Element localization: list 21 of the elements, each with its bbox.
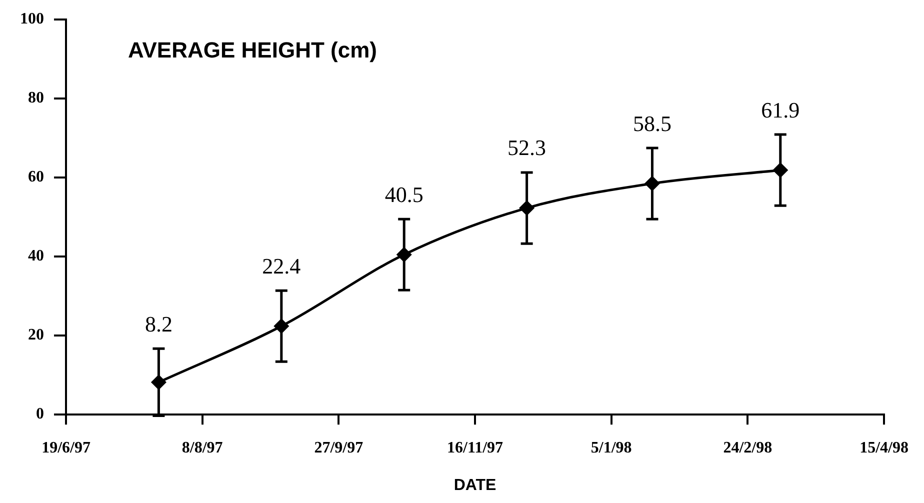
data-label: 52.3 bbox=[508, 135, 546, 160]
text: AVERAGE HEIGHT (cm) bbox=[128, 38, 377, 63]
x-tick-label: 24/2/98 bbox=[723, 439, 772, 456]
x-tick-label: 15/4/98 bbox=[860, 439, 908, 456]
x-tick-label: 27/9/97 bbox=[314, 439, 364, 456]
y-tick-label: 80 bbox=[28, 90, 44, 107]
data-label: 22.4 bbox=[262, 253, 301, 278]
data-label: 40.5 bbox=[384, 182, 424, 207]
y-tick-label: 60 bbox=[28, 168, 44, 186]
x-tick-label: 5/1/98 bbox=[590, 439, 632, 456]
x-tick-label: 19/6/97 bbox=[42, 439, 90, 456]
x-axis-title: DATE bbox=[454, 476, 497, 494]
x-tick-label: 8/8/97 bbox=[182, 439, 223, 456]
y-tick-label: 40 bbox=[28, 248, 44, 265]
y-tick-label: 20 bbox=[28, 326, 44, 344]
y-tick-label: 0 bbox=[36, 406, 44, 423]
data-label: 8.2 bbox=[144, 311, 172, 336]
data-label: 58.5 bbox=[632, 110, 672, 136]
x-tick-label: 16/11/97 bbox=[446, 439, 504, 456]
data-label: 61.9 bbox=[761, 97, 800, 122]
y-tick-label: 100 bbox=[20, 10, 44, 28]
